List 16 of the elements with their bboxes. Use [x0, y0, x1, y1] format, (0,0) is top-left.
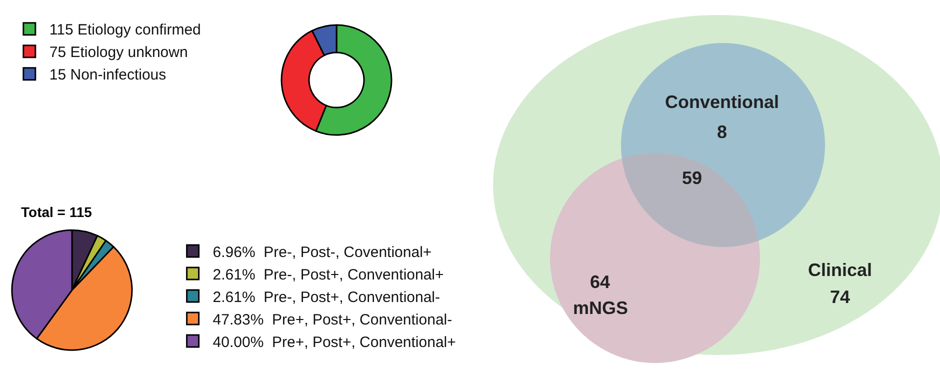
chart-title: Total = 115: [21, 204, 92, 220]
category-label: mNGS: [573, 298, 628, 318]
data-label: 64: [590, 272, 610, 292]
legend-label: 6.96% Pre-, Post-, Coventional+: [212, 244, 432, 261]
legend-label: 115 Etiology confirmed: [49, 22, 201, 39]
legend-label: 75 Etiology unknown: [49, 44, 188, 62]
legend-label: 2.61% Pre-, Post+, Conventional+: [212, 266, 444, 284]
legend-label: 40.00% Pre+, Post+, Conventional+: [212, 334, 456, 351]
text: 59: [682, 168, 702, 188]
data-label: 74: [830, 287, 850, 307]
legend-label: 2.61% Pre-, Post+, Conventional-: [212, 288, 440, 306]
category-label: Clinical: [808, 260, 872, 280]
data-label: 8: [717, 122, 728, 142]
legend-label: 15 Non-infectious: [49, 66, 166, 84]
legend-label: 47.83% Pre+, Post+, Conventional-: [212, 311, 452, 328]
category-label: Conventional: [665, 92, 780, 112]
